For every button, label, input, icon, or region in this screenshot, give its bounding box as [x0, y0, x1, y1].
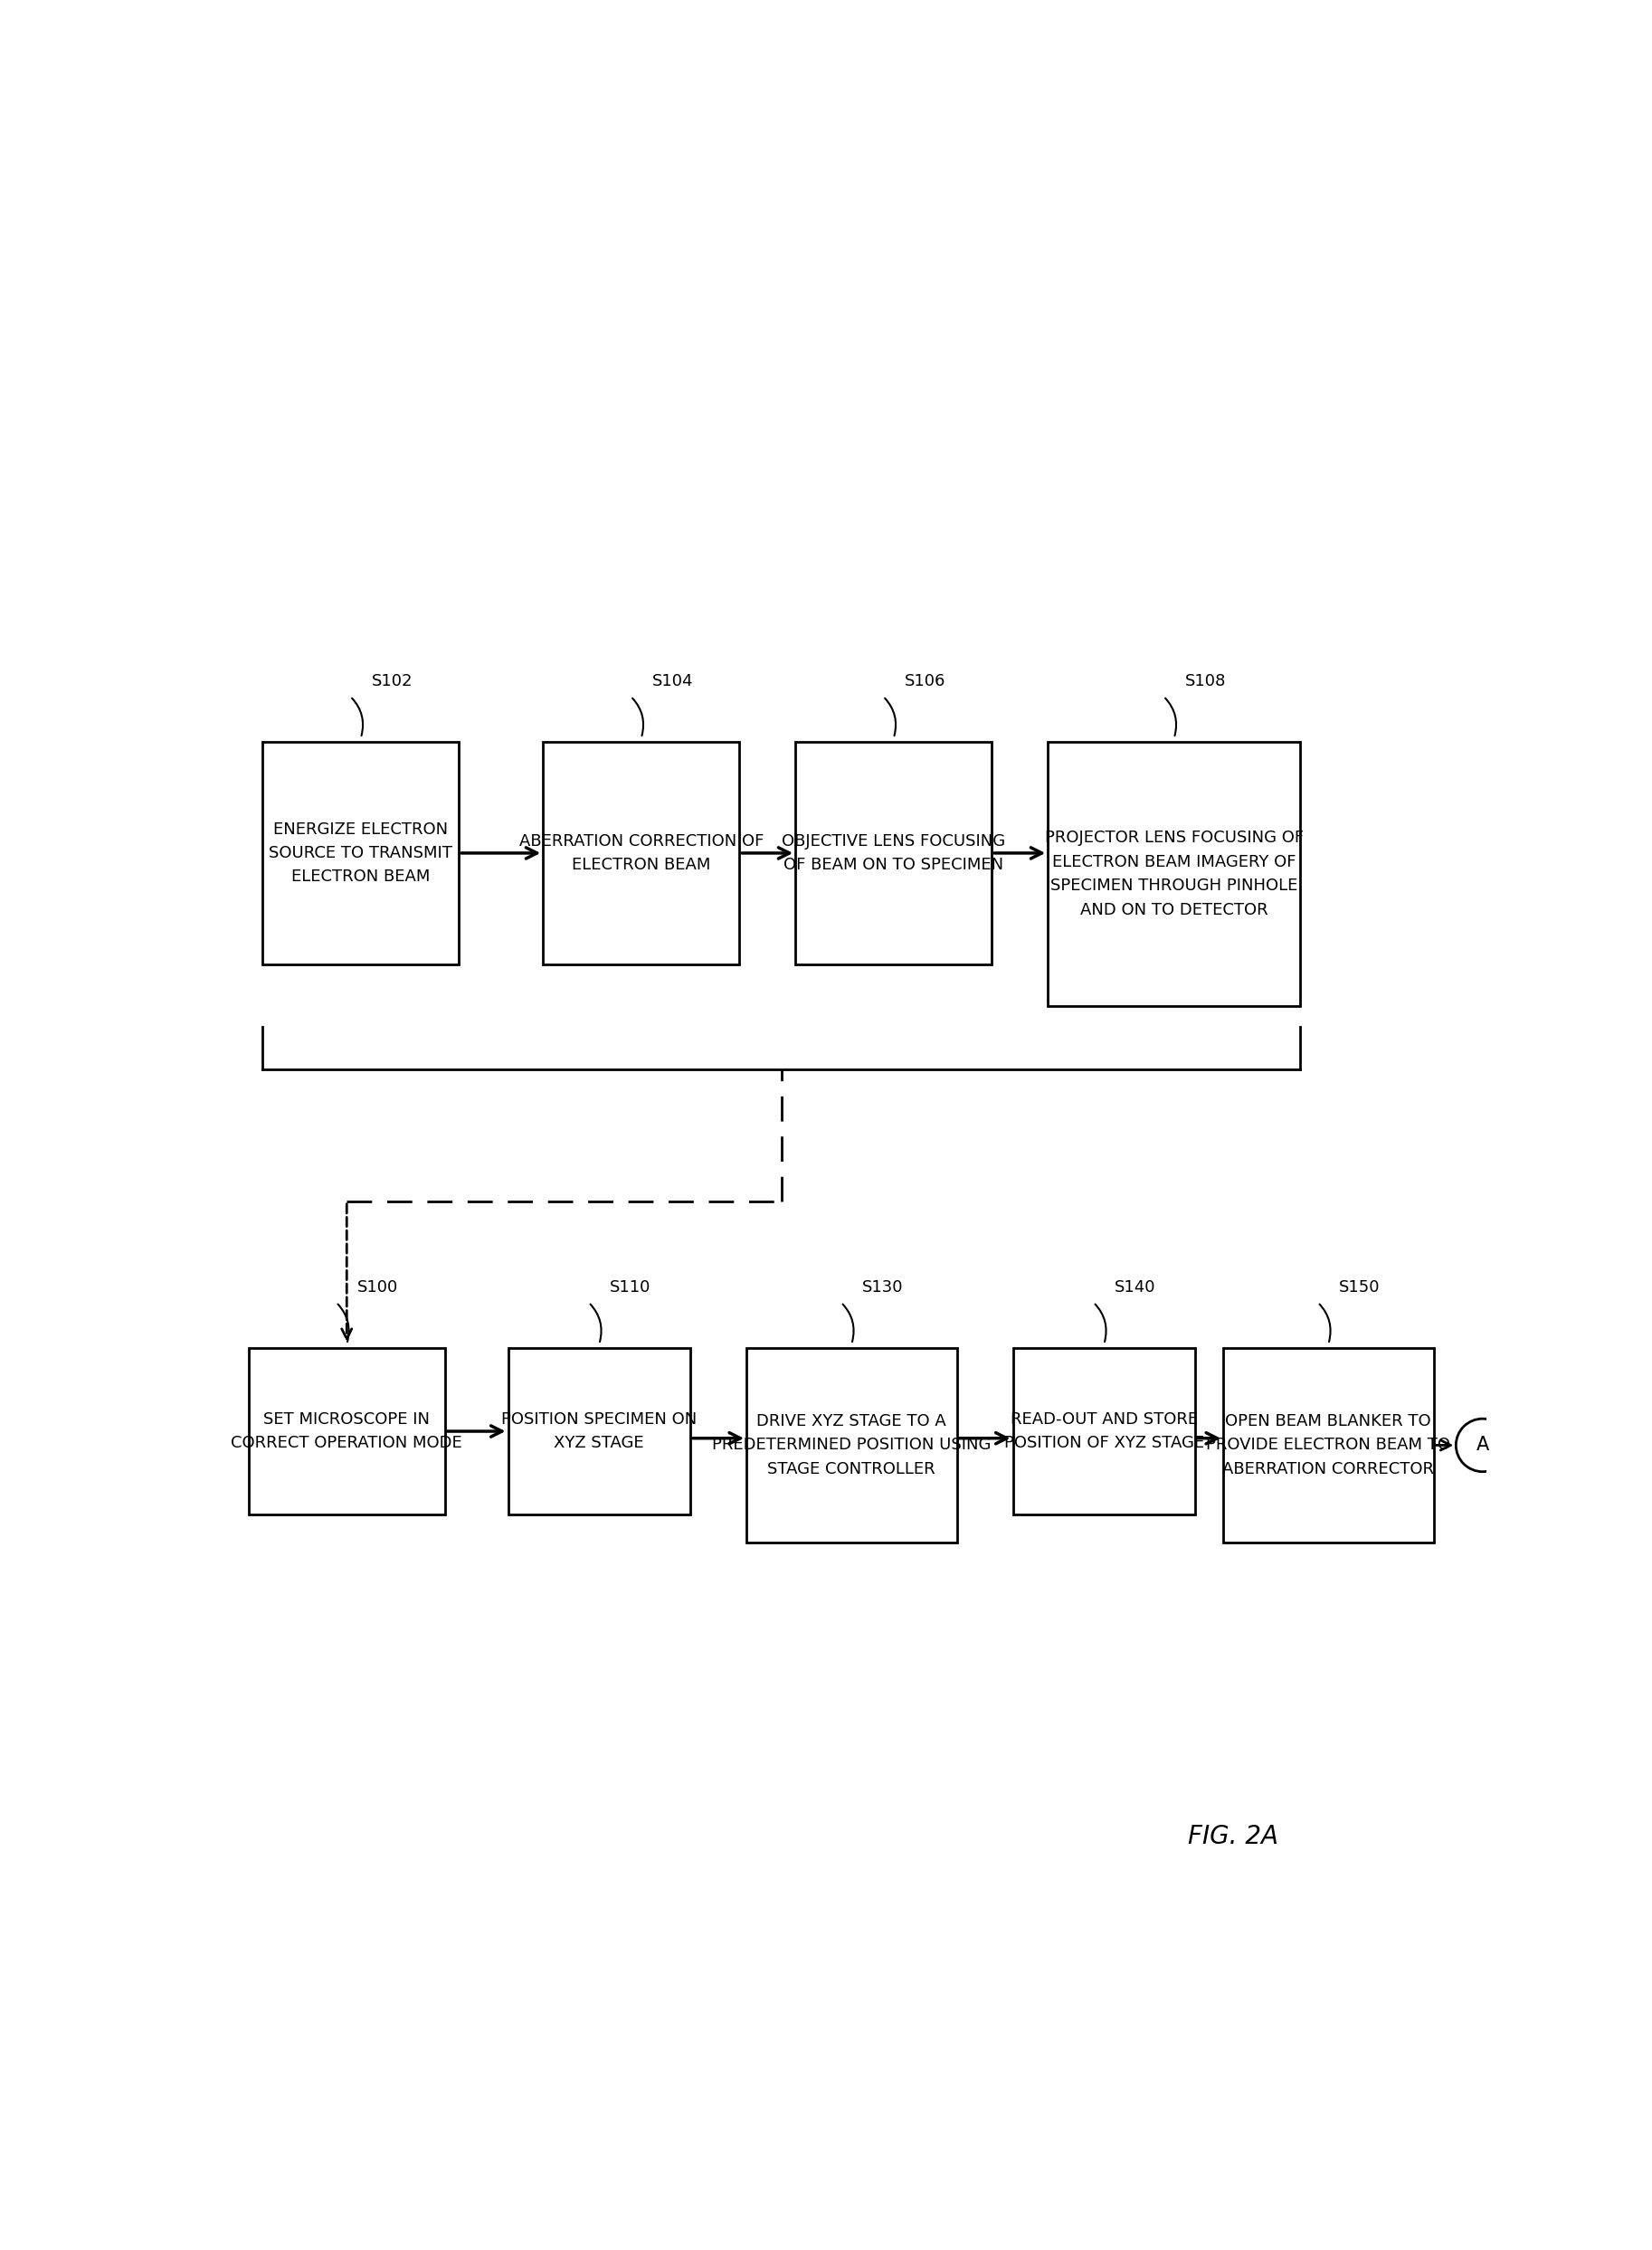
Text: S108: S108	[1184, 673, 1226, 688]
FancyBboxPatch shape	[1013, 1348, 1194, 1514]
Text: S110: S110	[610, 1280, 651, 1296]
Text: S130: S130	[862, 1280, 904, 1296]
FancyBboxPatch shape	[796, 742, 991, 965]
Text: ABERRATION CORRECTION OF
ELECTRON BEAM: ABERRATION CORRECTION OF ELECTRON BEAM	[519, 832, 763, 873]
Text: FIG. 2A: FIG. 2A	[1188, 1825, 1279, 1849]
Text: A: A	[1477, 1436, 1488, 1454]
FancyBboxPatch shape	[1047, 742, 1300, 1006]
Text: PROJECTOR LENS FOCUSING OF
ELECTRON BEAM IMAGERY OF
SPECIMEN THROUGH PINHOLE
AND: PROJECTOR LENS FOCUSING OF ELECTRON BEAM…	[1044, 830, 1303, 918]
Text: DRIVE XYZ STAGE TO A
PREDETERMINED POSITION USING
STAGE CONTROLLER: DRIVE XYZ STAGE TO A PREDETERMINED POSIT…	[712, 1413, 991, 1478]
Text: S102: S102	[372, 673, 413, 688]
Text: S140: S140	[1115, 1280, 1156, 1296]
Text: OBJECTIVE LENS FOCUSING
OF BEAM ON TO SPECIMEN: OBJECTIVE LENS FOCUSING OF BEAM ON TO SP…	[781, 832, 1006, 873]
Text: S106: S106	[904, 673, 945, 688]
Text: S150: S150	[1338, 1280, 1379, 1296]
FancyBboxPatch shape	[1222, 1348, 1434, 1544]
Text: S104: S104	[653, 673, 692, 688]
FancyBboxPatch shape	[263, 742, 459, 965]
Text: OPEN BEAM BLANKER TO
PROVIDE ELECTRON BEAM TO
ABERRATION CORRECTOR: OPEN BEAM BLANKER TO PROVIDE ELECTRON BE…	[1206, 1413, 1450, 1478]
Text: POSITION SPECIMEN ON
XYZ STAGE: POSITION SPECIMEN ON XYZ STAGE	[501, 1411, 697, 1451]
Text: ENERGIZE ELECTRON
SOURCE TO TRANSMIT
ELECTRON BEAM: ENERGIZE ELECTRON SOURCE TO TRANSMIT ELE…	[269, 821, 453, 884]
FancyBboxPatch shape	[509, 1348, 691, 1514]
Text: S100: S100	[357, 1280, 398, 1296]
Text: READ-OUT AND STORE
POSITION OF XYZ STAGE: READ-OUT AND STORE POSITION OF XYZ STAGE	[1004, 1411, 1204, 1451]
FancyBboxPatch shape	[747, 1348, 957, 1544]
FancyBboxPatch shape	[544, 742, 740, 965]
FancyBboxPatch shape	[248, 1348, 444, 1514]
Text: SET MICROSCOPE IN
CORRECT OPERATION MODE: SET MICROSCOPE IN CORRECT OPERATION MODE	[231, 1411, 463, 1451]
